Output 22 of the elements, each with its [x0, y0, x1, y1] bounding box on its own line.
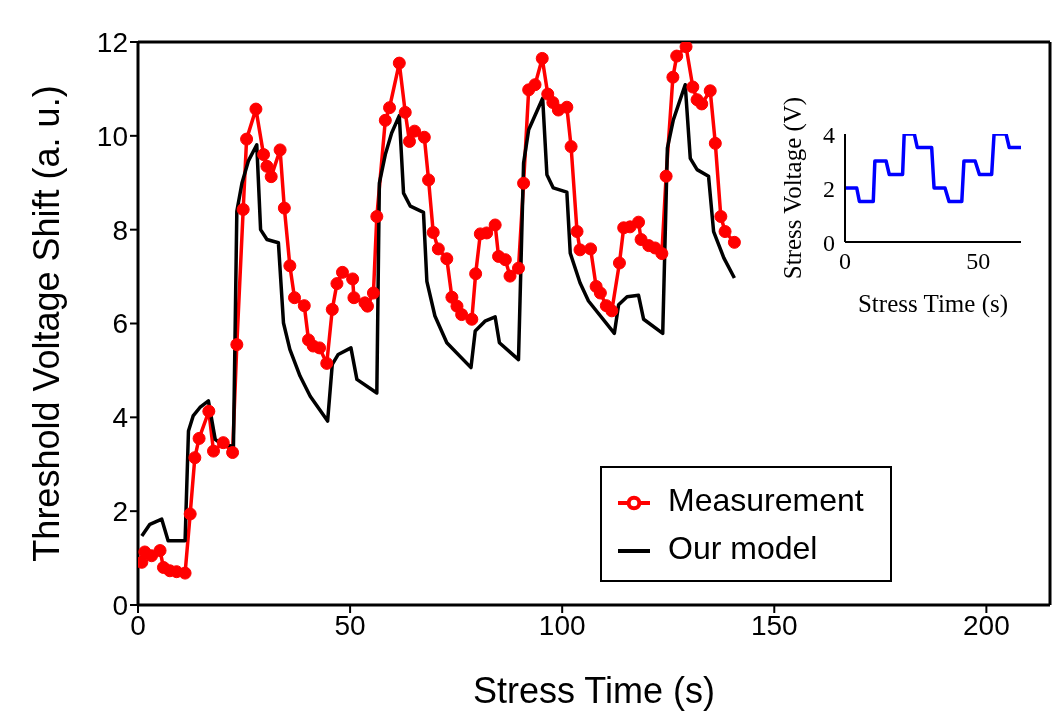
y-tick-label: 8: [112, 214, 128, 246]
y-axis-title: Threshold Voltage Shift (a. u.): [25, 85, 67, 562]
x-tick-label: 200: [963, 609, 1010, 641]
y-tick-label: 0: [112, 589, 128, 621]
y-tick-label: 12: [96, 26, 128, 58]
x-tick-label: 150: [750, 609, 798, 641]
x-tick-label: 50: [334, 609, 366, 641]
y-tick-label: 4: [112, 402, 128, 434]
x-axis-title: Stress Time (s): [472, 670, 716, 711]
y-axis-title: Stress Voltage (V): [778, 96, 807, 280]
legend-label: Our model: [668, 530, 818, 566]
y-tick-label: 2: [112, 496, 128, 528]
x-tick-label: 50: [966, 248, 991, 275]
x-axis-title: Stress Time (s): [857, 290, 1009, 318]
y-tick-label: 0: [823, 229, 835, 256]
y-tick-label: 10: [96, 120, 128, 152]
y-tick-label: 6: [112, 308, 128, 340]
y-tick-label: 2: [823, 175, 835, 202]
y-tick-label: 4: [823, 121, 835, 148]
x-tick-label: 100: [538, 609, 586, 641]
line-series: [845, 134, 1021, 204]
legend-label: Measurement: [668, 482, 864, 518]
